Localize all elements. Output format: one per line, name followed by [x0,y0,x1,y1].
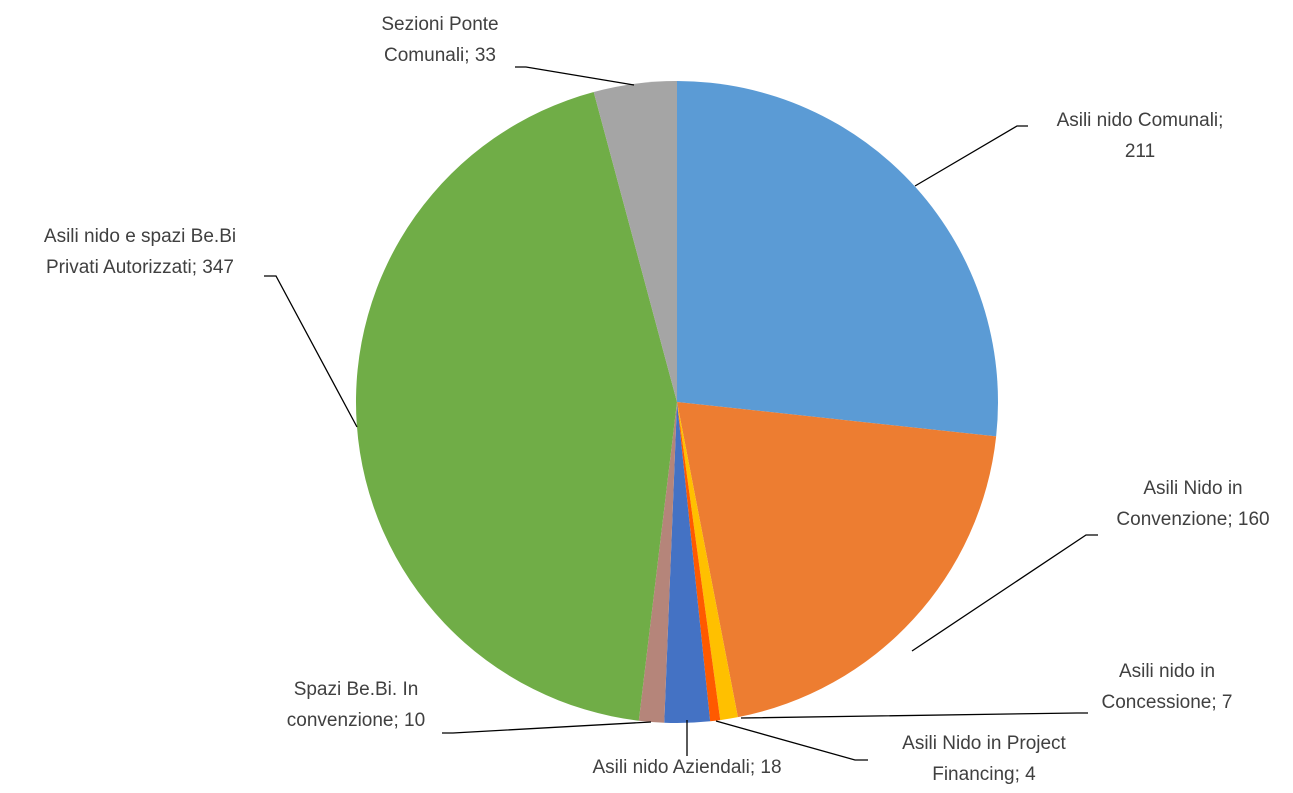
data-label-line: Asili nido e spazi Be.Bi [44,226,236,247]
data-label-line: Spazi Be.Bi. In [294,679,419,700]
pie-slice-asili-nido-in-concessione [677,402,738,721]
pie-slice-spazi-be-bi-in-convenzione [638,402,677,723]
data-label-line: Asili Nido in Project [902,733,1066,754]
data-label-asili-nido-in-project-financing: Asili Nido in Project Financing; 4 [902,733,1066,785]
leader-lines [264,66,1098,761]
leader-line-asili-nido-in-concessione [740,712,1088,719]
pie-slice-asili-nido-comunali [677,81,998,437]
data-label-line: convenzione; 10 [287,710,425,731]
data-label-asili-nido-aziendali: Asili nido Aziendali; 18 [592,757,781,778]
data-label-line: Privati Autorizzati; 347 [46,257,234,278]
data-label-line: Comunali; 33 [384,45,496,66]
data-label-asili-nido-comunali: Asili nido Comunali; 211 [1057,110,1224,162]
leader-line-asili-nido-in-convenzione [911,534,1098,652]
data-label-line: Sezioni Ponte [381,14,498,35]
leader-line-asili-nido-e-spazi-be-bi-privati-autorizzati [264,275,358,428]
leader-line-asili-nido-comunali [914,125,1028,187]
leader-line-spazi-be-bi-in-convenzione [442,721,652,734]
pie-slice-asili-nido-aziendali [664,402,711,724]
data-label-spazi-be-bi-in-convenzione: Spazi Be.Bi. In convenzione; 10 [287,679,425,731]
pie-slice-sezioni-ponte-comunali [593,81,677,402]
data-label-line: Concessione; 7 [1102,692,1233,713]
data-label-line: Asili nido Comunali; [1057,110,1224,131]
pie-slices [355,81,998,724]
data-label-sezioni-ponte-comunali: Sezioni Ponte Comunali; 33 [381,14,498,66]
pie-slice-asili-nido-in-project-financing [677,402,721,722]
data-label-line: Asili Nido in [1143,478,1242,499]
data-labels: Asili nido Comunali; 211 Asili Nido in Conv… [44,14,1270,785]
data-label-asili-nido-e-spazi-be-bi-privati-autorizzati: Asili nido e spazi Be.Bi Privati Autorizz… [44,226,236,278]
data-label-line: Financing; 4 [932,764,1036,785]
data-label-line: Convenzione; 160 [1116,509,1269,530]
leader-line-asili-nido-in-project-financing [715,720,868,761]
pie-slice-asili-nido-e-spazi-be-bi-privati-autorizzati [355,91,677,721]
data-label-line: Asili nido Aziendali; 18 [592,757,781,778]
data-label-asili-nido-in-convenzione: Asili Nido in Convenzione; 160 [1116,478,1269,530]
leader-line-sezioni-ponte-comunali [515,66,635,86]
data-label-asili-nido-in-concessione: Asili nido in Concessione; 7 [1102,661,1233,713]
data-label-line: Asili nido in [1119,661,1215,682]
pie-slice-asili-nido-in-convenzione [677,402,997,718]
data-label-line: 211 [1125,141,1155,162]
